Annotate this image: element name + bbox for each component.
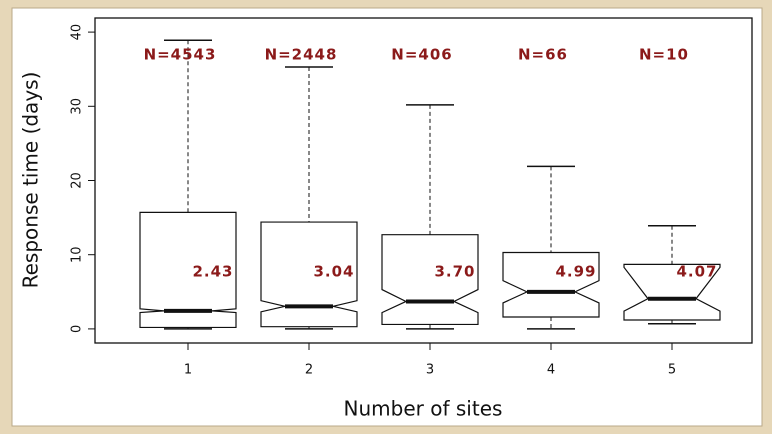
- n-label: N=10: [639, 46, 689, 64]
- median-label: 4.99: [555, 263, 596, 281]
- median-label: 3.70: [434, 263, 475, 281]
- x-axis-label: Number of sites: [344, 397, 503, 421]
- median-label: 4.07: [676, 263, 717, 281]
- y-tick-label: 30: [70, 98, 85, 115]
- x-tick-label: 5: [668, 363, 676, 378]
- y-tick-label: 10: [70, 246, 85, 263]
- y-tick-label: 20: [70, 172, 85, 189]
- x-tick-label: 4: [547, 363, 555, 378]
- n-label: N=66: [518, 46, 568, 64]
- box: [260, 221, 358, 328]
- x-tick-label: 3: [426, 363, 434, 378]
- n-label: N=4543: [144, 46, 217, 64]
- box: [502, 251, 600, 318]
- n-label: N=406: [391, 46, 452, 64]
- x-tick-label: 2: [305, 363, 313, 378]
- n-label: N=2448: [265, 46, 338, 64]
- y-tick-label: 40: [70, 24, 85, 41]
- y-tick-label: 0: [70, 325, 85, 333]
- y-axis-label: Response time (days): [19, 72, 43, 289]
- panel: [11, 7, 763, 427]
- x-tick-label: 1: [184, 363, 192, 378]
- median-label: 3.04: [313, 263, 354, 281]
- box: [139, 211, 237, 329]
- box: [623, 263, 721, 321]
- median-label: 2.43: [192, 263, 233, 281]
